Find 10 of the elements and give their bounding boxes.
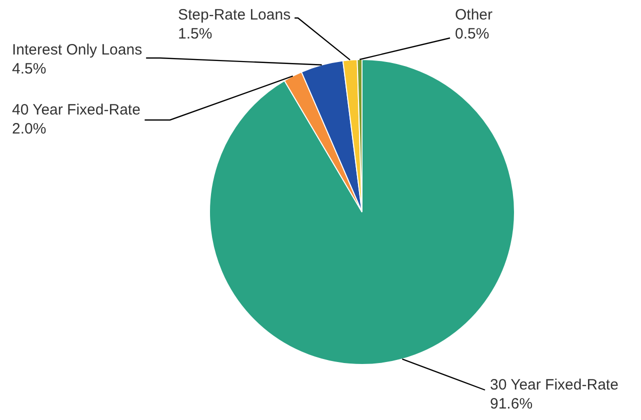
data-label: 91.6% — [490, 396, 533, 413]
slice-label: Step-Rate Loans — [178, 6, 291, 24]
data-label: 4.5% — [12, 60, 46, 78]
slice-label: Interest Only Loans — [12, 42, 142, 59]
slice-label: 30 Year Fixed-Rate — [490, 376, 618, 394]
data-label: 0.5% — [455, 26, 490, 43]
slice-label: Other — [455, 6, 493, 24]
slice-label: 40 Year Fixed-Rate — [12, 102, 140, 119]
data-label: 1.5% — [178, 26, 212, 43]
data-label: 2.0% — [12, 120, 46, 138]
